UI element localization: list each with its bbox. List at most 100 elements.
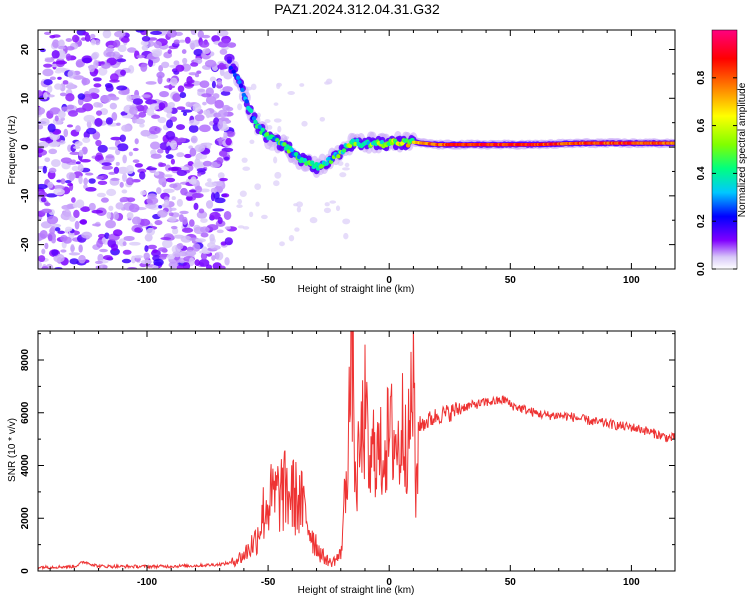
spectrogram-noise-blob — [44, 242, 49, 250]
spectrogram-noise-blob — [75, 125, 81, 133]
spectrogram-noise-blob — [188, 219, 195, 227]
spectrogram-noise-blob — [105, 117, 114, 125]
spectrogram-x-tick-label: -50 — [261, 275, 276, 286]
spectrogram-noise-blob — [65, 46, 75, 51]
spectrogram-noise-blob — [149, 141, 161, 150]
spectrogram-noise-blob — [122, 173, 128, 182]
spectrogram-noise-blob — [211, 255, 216, 261]
spectrogram-noise-blob — [209, 233, 215, 242]
spectrogram-noise-blob — [176, 169, 188, 177]
spectrogram-noise-blob — [120, 69, 127, 76]
spectrogram-ridge-core — [235, 75, 241, 80]
spectrogram-noise-blob — [70, 244, 75, 253]
spectrogram-y-axis-label: Frequency (Hz) — [7, 116, 18, 185]
spectrogram-noise-blob — [151, 114, 161, 119]
spectrogram-noise-blob — [143, 252, 150, 260]
spectrogram-noise-blob — [217, 109, 228, 118]
spectrogram-noise-blob — [204, 59, 217, 68]
spectrogram-noise-blob — [135, 30, 145, 33]
spectrogram-noise-blob — [180, 187, 188, 196]
spectrogram-noise-blob — [109, 102, 118, 110]
spectrogram-ridge-core — [309, 160, 315, 165]
spectrogram-ridge-core — [289, 147, 295, 153]
spectrogram-noise-blob — [131, 216, 142, 225]
spectrogram-noise-blob — [218, 62, 225, 71]
spectrogram-noise-blob — [212, 93, 220, 99]
spectrogram-noise-blob — [82, 137, 91, 143]
spectrogram-faint-blob — [319, 117, 326, 122]
spectrogram-noise-blob — [78, 254, 86, 264]
spectrogram-noise-blob — [60, 249, 67, 253]
spectrogram-noise-blob — [169, 140, 178, 150]
spectrogram-noise-blob — [116, 122, 121, 126]
spectrogram-noise-blob — [97, 66, 108, 76]
spectrogram-noise-blob — [53, 188, 65, 196]
spectrogram-noise-blob — [139, 171, 146, 180]
spectrogram-faint-blob — [329, 200, 337, 204]
spectrogram-faint-blob — [237, 103, 243, 111]
spectrogram-noise-blob — [152, 264, 159, 269]
spectrogram-noise-blob — [107, 44, 114, 48]
spectrogram-noise-blob — [50, 226, 56, 230]
spectrogram-noise-blob — [211, 80, 216, 89]
spectrogram-noise-blob — [196, 168, 207, 172]
spectrogram-noise-blob — [94, 117, 103, 127]
spectrogram-noise-blob — [173, 39, 180, 45]
spectrogram-noise-blob — [190, 30, 197, 36]
spectrogram-noise-blob — [190, 79, 195, 84]
spectrogram-noise-blob — [51, 249, 59, 256]
spectrogram-faint-blob — [236, 204, 243, 208]
spectrogram-noise-blob — [110, 177, 120, 181]
spectrogram-noise-blob — [185, 195, 193, 201]
spectrogram-noise-blob — [224, 237, 233, 246]
spectrogram-noise-blob — [200, 232, 209, 238]
spectrogram-noise-blob — [134, 138, 139, 145]
spectrogram-noise-blob — [91, 52, 98, 60]
spectrogram-noise-blob — [140, 40, 149, 46]
spectrogram-noise-blob — [67, 110, 79, 117]
spectrogram-noise-blob — [61, 106, 68, 112]
spectrogram-noise-blob — [75, 161, 81, 165]
spectrogram-noise-blob — [80, 159, 91, 163]
spectrogram-noise-blob — [194, 114, 205, 122]
spectrogram-noise-blob — [101, 165, 114, 170]
spectrogram-noise-blob — [103, 49, 114, 58]
spectrogram-ridge-core — [260, 127, 265, 132]
spectrogram-noise-blob — [226, 131, 235, 137]
spectrogram-noise-blob — [92, 77, 102, 82]
spectrogram-noise-blob — [140, 190, 147, 196]
spectrogram-noise-blob — [88, 87, 100, 94]
spectrogram-ridge-core — [231, 69, 236, 74]
spectrogram-noise-blob — [45, 193, 58, 198]
spectrogram-noise-blob — [41, 248, 46, 255]
spectrogram-noise-blob — [60, 178, 66, 185]
spectrogram-noise-blob — [67, 182, 73, 187]
spectrogram-noise-blob — [176, 198, 183, 207]
spectrogram-ridge-core — [324, 161, 329, 166]
spectrogram-noise-blob — [199, 40, 210, 48]
colorbar-axes: 0.0 0.2 0.4 0.6 0.8 — [696, 29, 738, 276]
spectrogram-noise-blob — [57, 76, 62, 80]
spectrogram-noise-blob — [154, 220, 163, 226]
spectrogram-noise-blob — [163, 107, 172, 113]
spectrogram-noise-blob — [60, 157, 72, 164]
snr-frame — [37, 330, 676, 572]
spectrogram-noise-blob — [147, 37, 158, 41]
spectrogram-noise-blob — [161, 239, 173, 249]
spectrogram-noise-blob — [60, 234, 68, 242]
spectrogram-noise-blob — [209, 76, 217, 83]
spectrogram-noise-blob — [54, 227, 61, 232]
spectrogram-noise-blob — [105, 154, 115, 163]
spectrogram-ridge-core — [350, 138, 356, 143]
spectrogram-noise-blob — [188, 119, 200, 126]
spectrogram-noise-blob — [71, 197, 76, 203]
spectrogram-ridge-core — [228, 65, 233, 71]
spectrogram-faint-blob — [273, 102, 279, 106]
spectrogram-noise-blob — [55, 60, 68, 65]
spectrogram-noise-blob — [179, 92, 187, 99]
spectrogram-noise-blob — [75, 60, 84, 68]
spectrogram-noise-blob — [141, 35, 151, 42]
spectrogram-noise-blob — [163, 85, 176, 89]
spectrogram-noise-blob — [118, 89, 130, 96]
spectrogram-noise-blob — [158, 176, 168, 186]
